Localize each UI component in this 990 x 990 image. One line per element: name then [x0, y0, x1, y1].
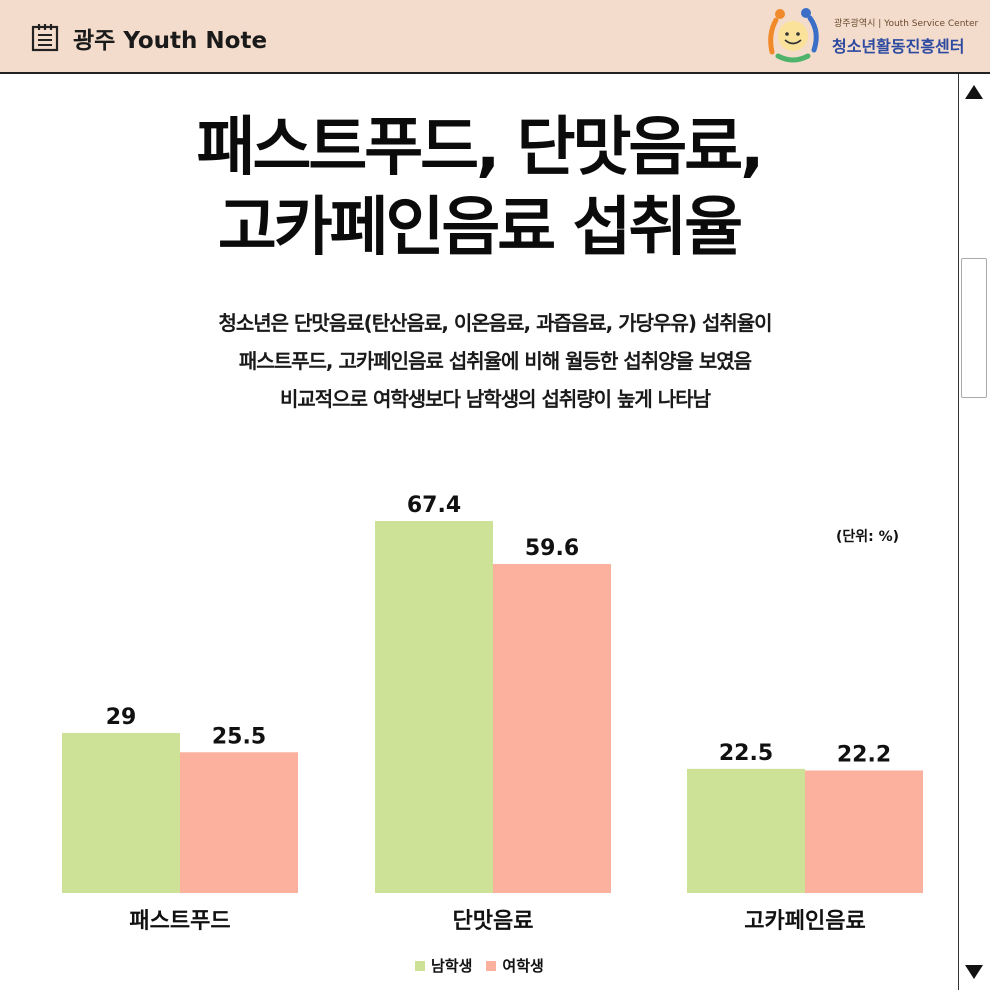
logo-name: 청소년활동진흥센터 [832, 37, 965, 56]
smiley-logo-icon [768, 8, 819, 63]
subtitle-line-2: 패스트푸드, 고카페인음료 섭취율에 비해 월등한 섭취양을 보였음 [238, 349, 752, 373]
bar-sweet-drink-male [375, 521, 493, 893]
subtitle-line-3: 비교적으로 여학생보다 남학생의 섭취량이 높게 나타남 [279, 387, 711, 411]
bar-sweet-drink-female [493, 564, 611, 893]
data-label-fastfood-female: 25.5 [212, 724, 266, 749]
bar-high-caffeine-female [805, 770, 923, 893]
bar-fastfood-male [62, 732, 180, 893]
data-label-fastfood-male: 29 [106, 705, 137, 730]
triangle-up-icon [965, 85, 983, 99]
logo-top-text: 광주광역시 | Youth Service Center [834, 19, 979, 29]
app-header: 광주 Youth Note 광주광역시 | Youth Service Cent… [0, 0, 990, 74]
vertical-scrollbar[interactable] [958, 74, 990, 990]
scroll-down-button[interactable] [959, 956, 989, 988]
data-label-high-caffeine-male: 22.5 [719, 741, 773, 766]
scroll-up-button[interactable] [959, 76, 989, 108]
legend-swatch-female [486, 960, 497, 971]
data-label-sweet-drink-male: 67.4 [407, 493, 461, 518]
subtitle-line-1: 청소년은 단맛음료(탄산음료, 이온음료, 과즙음료, 가당우유) 섭취율이 [218, 311, 772, 335]
youth-center-logo[interactable]: 광주광역시 | Youth Service Center 청소년활동진흥센터 [762, 6, 982, 66]
bar-chart: 29 25.5 패스트푸드 67.4 59.6 단맛음료 22.5 22.2 고카페인음료 [62, 493, 923, 934]
category-label-sweet-drink: 단맛음료 [453, 909, 534, 934]
data-label-sweet-drink-female: 59.6 [525, 536, 579, 561]
triangle-down-icon [965, 965, 983, 979]
chart-legend: 남학생 여학생 [415, 955, 544, 976]
data-label-high-caffeine-female: 22.2 [837, 742, 891, 767]
scroll-thumb[interactable] [961, 258, 987, 398]
legend-label-male: 남학생 [431, 957, 473, 975]
notebook-icon [31, 24, 59, 52]
bar-fastfood-female [180, 752, 298, 893]
page-title-line-2: 고카페인음료 섭취율 [217, 191, 743, 265]
category-label-fastfood: 패스트푸드 [129, 909, 230, 934]
legend-swatch-male [415, 960, 425, 971]
unit-label: (단위: %) [836, 529, 900, 545]
page-title-line-1: 패스트푸드, 단맛음료, [196, 111, 765, 185]
content-area: 패스트푸드, 단맛음료, 고카페인음료 섭취율 [0, 74, 958, 990]
legend-label-female: 여학생 [502, 957, 544, 975]
app-title: 광주 Youth Note [73, 28, 268, 54]
legend-item-male: 남학생 [415, 955, 472, 976]
bar-high-caffeine-male [687, 768, 805, 893]
category-label-high-caffeine: 고카페인음료 [744, 909, 865, 934]
legend-item-female: 여학생 [486, 955, 544, 976]
